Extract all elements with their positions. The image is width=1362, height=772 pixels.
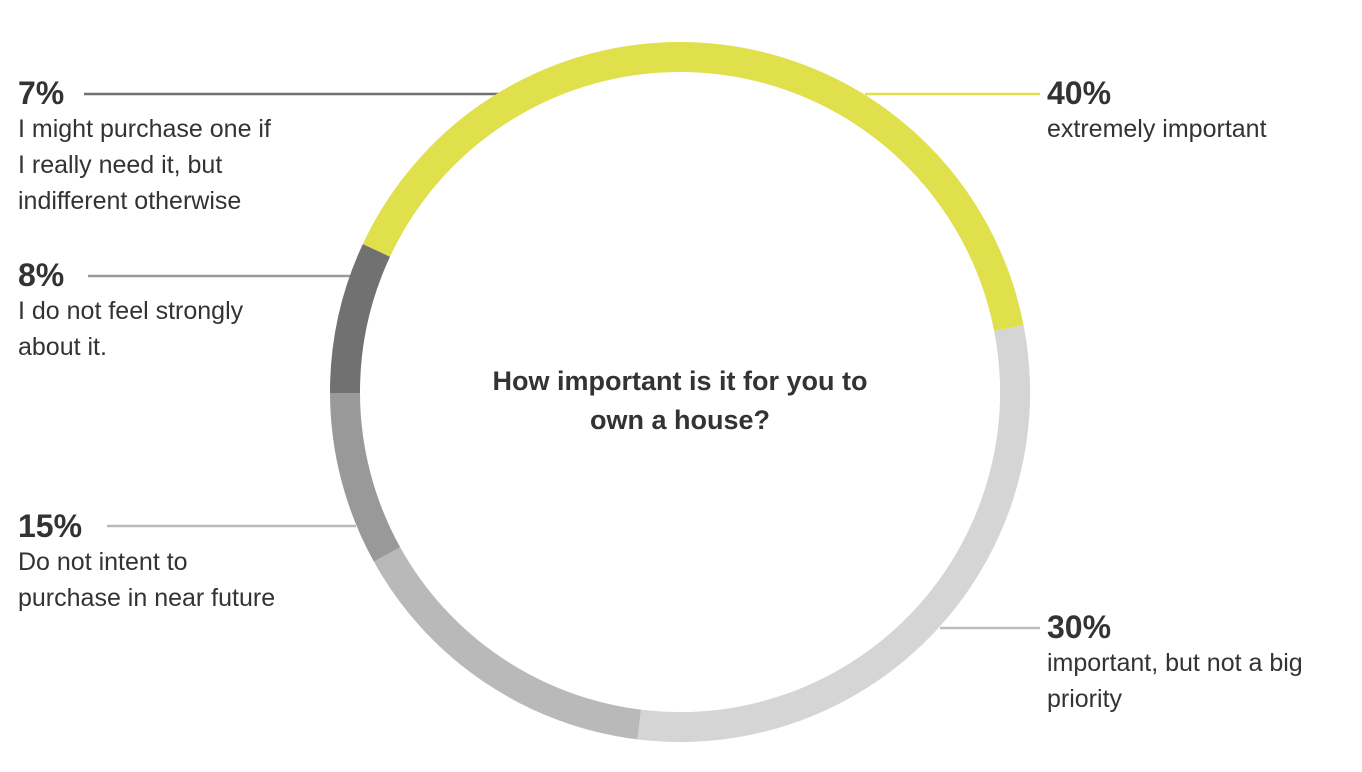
slice-value-label: 7% <box>18 75 65 111</box>
donut-slice-15pct <box>373 547 642 740</box>
slice-description: about it. <box>18 333 107 361</box>
slice-description: purchase in near future <box>18 584 276 612</box>
slice-value-label: 15% <box>18 508 83 544</box>
label-might-purchase: 7% I might purchase one if I really need… <box>18 75 271 219</box>
donut-slice-7pct <box>329 244 391 394</box>
slice-value-label: 30% <box>1047 609 1112 645</box>
leader-lines <box>84 92 1040 630</box>
chart-title: How important is it for you to own a hou… <box>492 366 868 435</box>
slice-description: I really need it, but <box>18 151 223 179</box>
donut-slice-40pct <box>362 42 1024 331</box>
donut-slice-8pct <box>330 392 401 562</box>
slice-description: extremely important <box>1047 115 1267 143</box>
label-do-not-intend: 15% Do not intent to purchase in near fu… <box>18 508 275 616</box>
donut-ring <box>329 42 1030 742</box>
slice-description: priority <box>1047 685 1123 713</box>
slice-description: I might purchase one if <box>18 115 271 143</box>
slice-description: important, but not a big <box>1047 649 1303 677</box>
label-extremely-important: 40% extremely important <box>1047 75 1267 147</box>
label-important-not-priority: 30% important, but not a big priority <box>1047 609 1303 717</box>
slice-description: Do not intent to <box>18 548 188 576</box>
slice-value-label: 40% <box>1047 75 1112 111</box>
slice-description: indifferent otherwise <box>18 187 242 215</box>
donut-slice-30pct <box>637 325 1030 742</box>
slice-description: I do not feel strongly <box>18 297 244 325</box>
label-not-strongly: 8% I do not feel strongly about it. <box>18 257 243 365</box>
slice-value-label: 8% <box>18 257 65 293</box>
